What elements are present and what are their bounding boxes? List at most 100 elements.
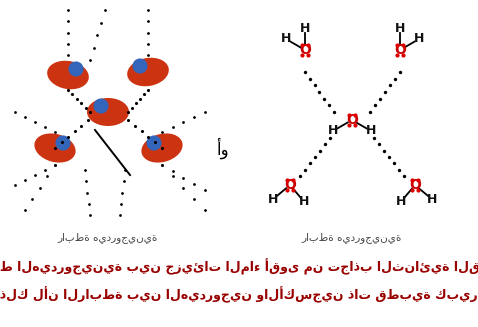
Point xyxy=(391,76,399,81)
Point xyxy=(136,96,144,101)
Point xyxy=(190,181,198,186)
Point xyxy=(190,196,198,201)
Text: O: O xyxy=(299,43,311,57)
Point xyxy=(11,182,19,188)
Point xyxy=(121,167,129,173)
Text: H: H xyxy=(281,32,291,45)
Point xyxy=(86,212,94,217)
Point xyxy=(82,105,89,110)
Circle shape xyxy=(132,59,148,74)
Point xyxy=(376,96,384,101)
Point xyxy=(31,119,39,125)
Point xyxy=(124,110,132,115)
Point xyxy=(51,129,59,135)
Point xyxy=(144,41,152,46)
Point xyxy=(82,179,90,184)
Ellipse shape xyxy=(141,133,183,163)
Point xyxy=(77,123,85,128)
Circle shape xyxy=(68,61,84,77)
Point xyxy=(90,45,98,50)
Point xyxy=(116,212,124,217)
Point xyxy=(64,87,72,93)
Point xyxy=(158,146,166,151)
Point xyxy=(144,8,152,13)
Point xyxy=(51,163,59,168)
Point xyxy=(380,148,388,153)
Point xyxy=(64,52,72,58)
Point xyxy=(306,76,314,81)
Point xyxy=(51,146,59,151)
Point xyxy=(301,69,309,75)
Point xyxy=(321,142,329,147)
Text: وذلك لأن الرابطة بين الهيدروجين والأكسجين ذات قطبية كبيرة: وذلك لأن الرابطة بين الهيدروجين والأكسجي… xyxy=(0,287,478,303)
Point xyxy=(375,142,383,147)
Point xyxy=(41,124,49,129)
Point xyxy=(201,207,209,213)
Text: الروابط الهيدروجينية بين جزيئات الماء أقوى من تجاذب الثنائية القطبية: الروابط الهيدروجينية بين جزيئات الماء أق… xyxy=(0,259,478,275)
Text: H: H xyxy=(268,193,278,206)
Point xyxy=(316,148,324,153)
Point xyxy=(64,30,72,35)
Point xyxy=(71,129,78,134)
Circle shape xyxy=(55,135,71,150)
Point xyxy=(381,89,389,95)
Point xyxy=(51,163,59,168)
Point xyxy=(144,134,152,139)
Text: H: H xyxy=(414,32,424,45)
Point xyxy=(169,124,176,129)
Point xyxy=(366,110,374,115)
Text: H: H xyxy=(328,125,338,137)
Text: H: H xyxy=(427,193,437,206)
Point xyxy=(296,173,304,179)
Text: H: H xyxy=(366,125,376,137)
Point xyxy=(370,135,378,141)
Point xyxy=(21,114,29,120)
Point xyxy=(138,129,145,134)
Point xyxy=(84,117,92,123)
Point xyxy=(85,201,93,206)
Point xyxy=(118,201,125,206)
Point xyxy=(201,110,209,115)
Point xyxy=(158,163,166,168)
Point xyxy=(144,87,152,93)
Point xyxy=(144,19,152,24)
Point xyxy=(386,83,394,88)
Point xyxy=(73,96,81,101)
Circle shape xyxy=(93,98,109,113)
Point xyxy=(29,196,36,201)
Point xyxy=(21,207,29,213)
Point xyxy=(396,69,404,75)
Point xyxy=(101,8,109,13)
Point xyxy=(119,190,126,195)
Text: رابطة هيدروجينية: رابطة هيدروجينية xyxy=(302,232,402,244)
Point xyxy=(11,110,19,115)
Point xyxy=(385,154,393,160)
Ellipse shape xyxy=(47,61,89,89)
Point xyxy=(158,129,166,135)
Text: H: H xyxy=(299,195,309,208)
Point xyxy=(140,92,148,97)
Point xyxy=(144,30,152,35)
Point xyxy=(321,96,328,101)
Point xyxy=(77,101,85,106)
Ellipse shape xyxy=(87,98,129,126)
Point xyxy=(120,179,128,184)
Point xyxy=(94,32,101,38)
Ellipse shape xyxy=(34,133,76,163)
Point xyxy=(152,140,159,145)
Point xyxy=(180,175,187,180)
Point xyxy=(201,187,209,193)
Point xyxy=(86,57,94,62)
Point xyxy=(326,135,334,141)
Point xyxy=(128,105,136,110)
Point xyxy=(65,134,72,139)
Point xyxy=(64,8,72,13)
Ellipse shape xyxy=(127,58,169,86)
Point xyxy=(301,167,309,172)
Point xyxy=(21,177,29,182)
Point xyxy=(400,173,408,179)
Point xyxy=(81,167,89,173)
Point xyxy=(64,19,72,24)
Point xyxy=(31,172,39,178)
Text: H: H xyxy=(396,195,406,208)
